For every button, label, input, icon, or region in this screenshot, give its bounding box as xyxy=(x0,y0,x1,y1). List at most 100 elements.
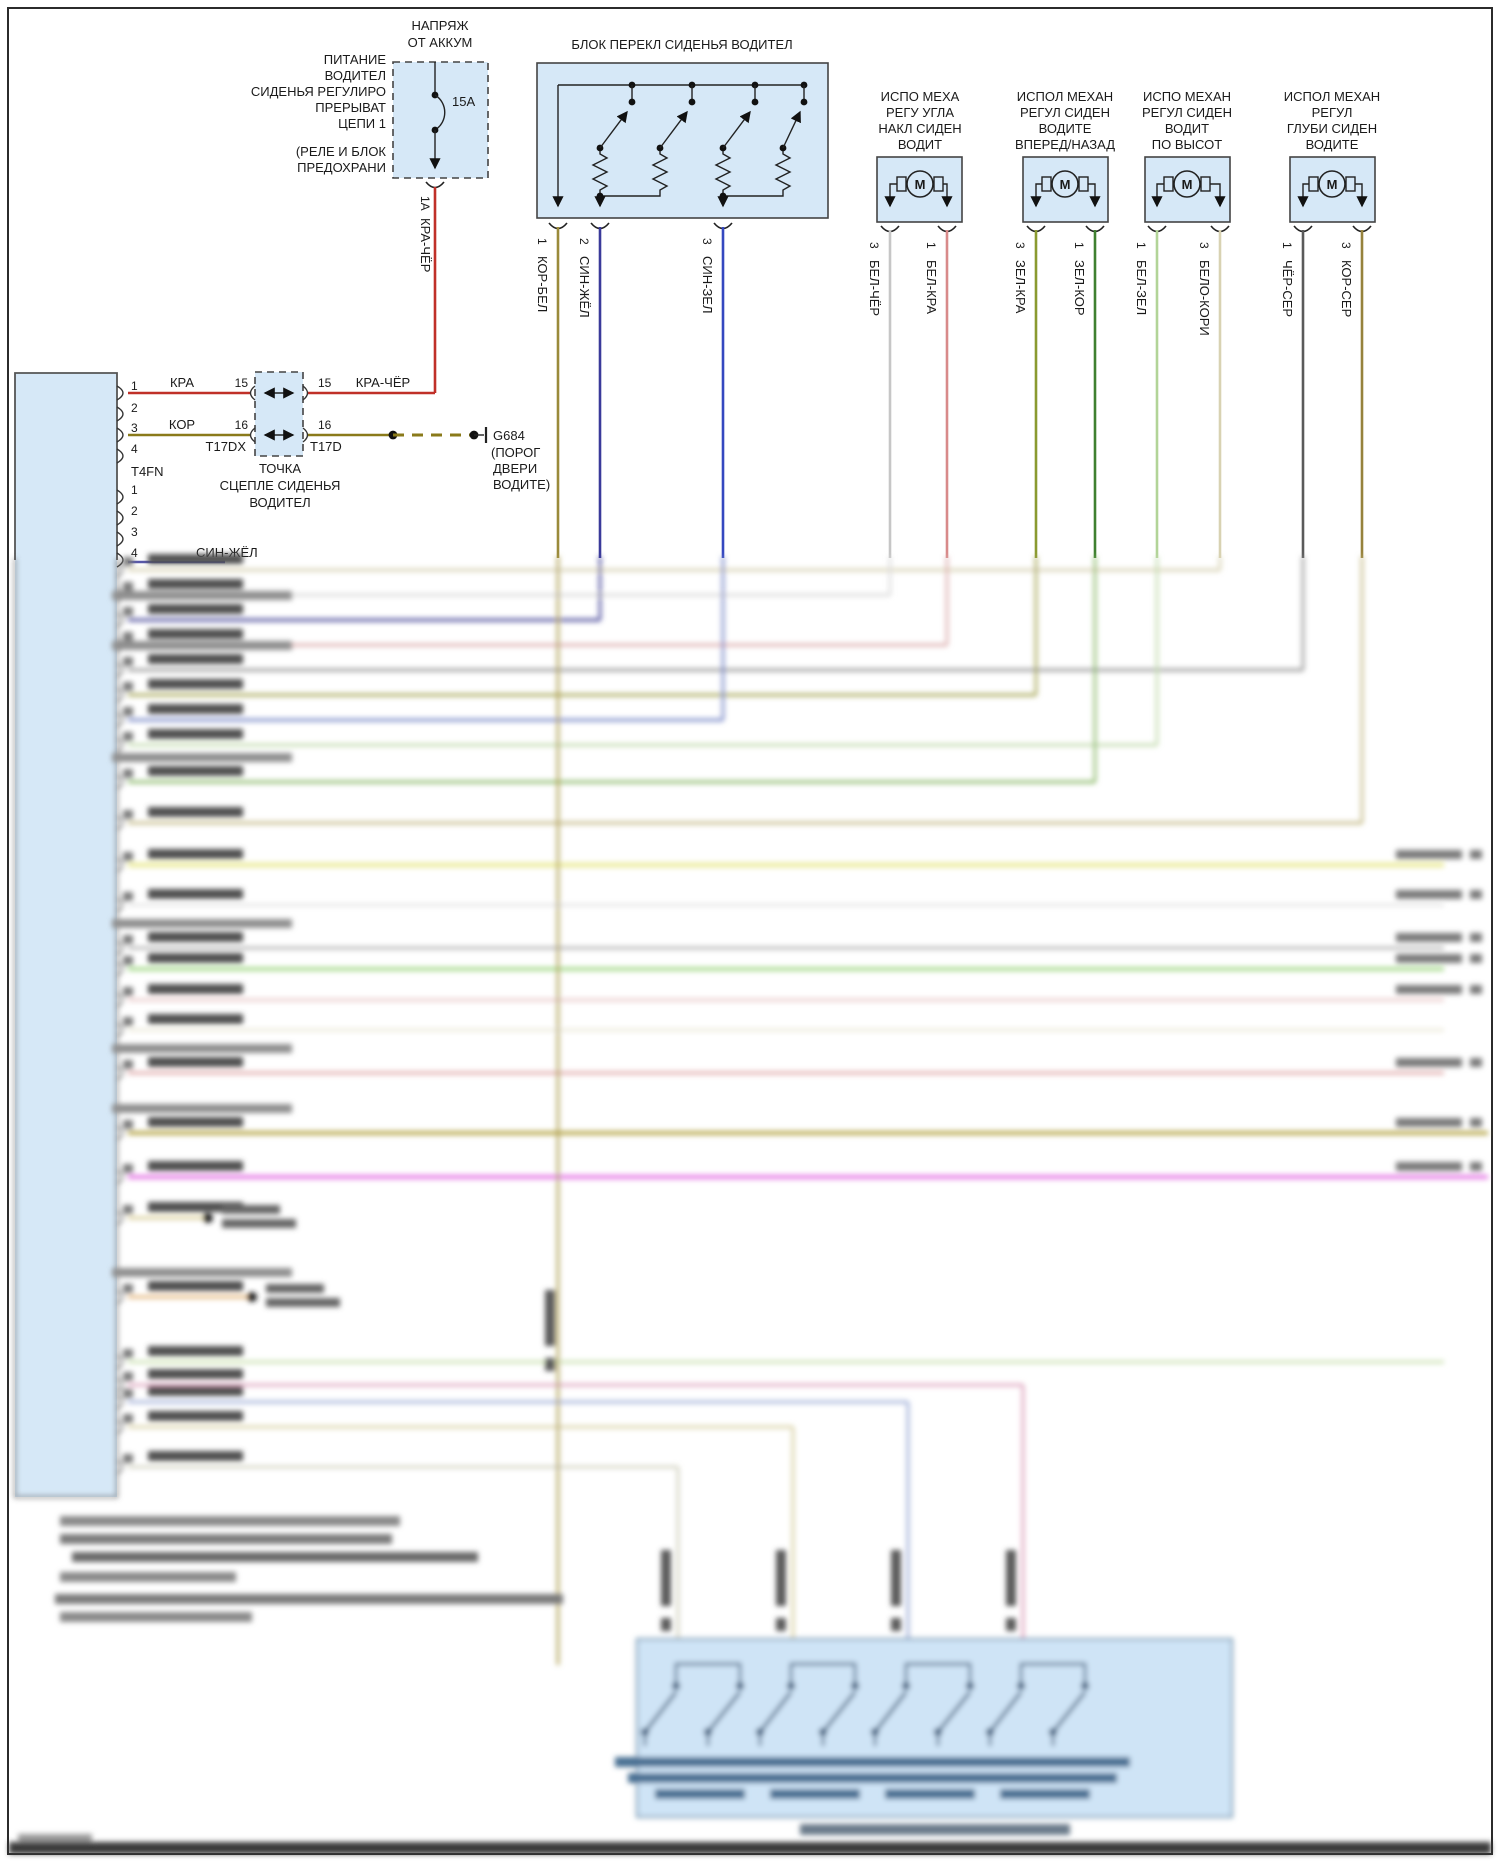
wire-label-smudge xyxy=(1396,1058,1462,1067)
resistor xyxy=(591,151,609,193)
motor1-right-pin: 1 xyxy=(924,242,938,249)
pin-number-smudge xyxy=(1470,985,1482,994)
wire-label-smudge xyxy=(1396,1118,1462,1127)
wire-label-smudge xyxy=(148,729,243,739)
pin-stub xyxy=(116,1065,124,1081)
pin-stub xyxy=(116,857,124,873)
motor3-left-pin: 1 xyxy=(1134,242,1148,249)
splice-dot xyxy=(247,1292,257,1302)
pin-stub xyxy=(116,815,124,831)
fuse-left-label: СИДЕНЬЯ РЕГУЛИРО xyxy=(251,84,386,99)
pin-number-smudge xyxy=(123,852,133,861)
pin-stub xyxy=(116,1169,124,1185)
motor4-title: ИСПОЛ МЕХАН xyxy=(1284,89,1380,104)
vertical-pin-smudge xyxy=(661,1618,671,1631)
motor-icon xyxy=(906,170,934,198)
wire-label-smudge xyxy=(148,849,243,859)
wire-label-smudge xyxy=(148,654,243,664)
wire-label-smudge xyxy=(148,807,243,817)
pin-number: 3 xyxy=(131,421,138,435)
switch-arm xyxy=(758,1691,793,1733)
pin-number-smudge xyxy=(123,657,133,666)
motor1-left-pin: 3 xyxy=(867,242,881,249)
pin-number: 1 xyxy=(131,379,138,393)
splice-label-smudge xyxy=(222,1205,280,1214)
motor2-title: ВПЕРЕД/НАЗАД xyxy=(1015,137,1115,152)
splice-dot xyxy=(203,1213,213,1223)
splice-label-smudge xyxy=(222,1219,296,1228)
pin-number: 4 xyxy=(131,546,138,560)
pin-number-smudge xyxy=(123,1349,133,1358)
motor2-title: ИСПОЛ МЕХАН xyxy=(1017,89,1113,104)
pin-stub xyxy=(116,1459,124,1475)
wire-label-bel-zel: БЕЛ-ЗЕЛ xyxy=(1134,260,1149,315)
fuse-rating: 15A xyxy=(452,94,475,109)
switch-arm xyxy=(936,1691,972,1733)
section-label-smudge xyxy=(112,919,292,928)
wire-label-kor-bel: КОР-БЕЛ xyxy=(535,256,550,312)
pin-stub xyxy=(116,687,124,703)
pin-number-smudge xyxy=(123,707,133,716)
fuse-left-label: (РЕЛЕ И БЛОК xyxy=(296,144,387,159)
section-label-smudge xyxy=(112,641,292,650)
wire-label-kra: КРА xyxy=(170,375,194,390)
vertical-pin-smudge xyxy=(1006,1618,1016,1631)
wire-label-smudge xyxy=(1396,933,1462,942)
ground-label: ДВЕРИ xyxy=(493,461,537,476)
vertical-pin-smudge xyxy=(545,1358,555,1371)
pin-stub xyxy=(116,1377,124,1393)
motor-fore-aft: ИСПОЛ МЕХАН РЕГУЛ СИДЕН ВОДИТЕ ВПЕРЕД/НА… xyxy=(1013,89,1115,558)
motor-icon xyxy=(1051,170,1079,198)
ground-label: (ПОРОГ xyxy=(491,445,540,460)
wire-label-bel-kra: БЕЛ-КРА xyxy=(924,260,939,314)
pin-stub xyxy=(116,737,124,753)
wire-label-belo-kori: БЕЛО-КОРИ xyxy=(1197,260,1212,336)
motor2-title: РЕГУЛ СИДЕН xyxy=(1020,105,1110,120)
fuse-left-label: ЦЕПИ 1 xyxy=(338,116,386,131)
switch-bracket xyxy=(674,1662,742,1686)
switch-out1-pin: 1 xyxy=(535,238,549,245)
ground-id: G684 xyxy=(493,428,525,443)
pin-number-smudge xyxy=(123,732,133,741)
pin-stub xyxy=(116,662,124,678)
pin-stub xyxy=(116,897,124,913)
vertical-label-smudge xyxy=(891,1550,901,1606)
pin-number-smudge xyxy=(123,1414,133,1423)
switch-block-outline xyxy=(536,62,829,219)
vertical-pin-smudge xyxy=(776,1618,786,1631)
junction-tag-left: T17DX xyxy=(206,439,247,454)
pin-stub xyxy=(116,712,124,728)
pin-number-smudge xyxy=(123,1164,133,1173)
fuse-title: НАПРЯЖ xyxy=(411,18,468,33)
switch-label-smudge xyxy=(1000,1789,1090,1799)
wire-label-smudge xyxy=(148,1117,243,1127)
motor3-title: ПО ВЫСОТ xyxy=(1152,137,1222,152)
wire-label-smudge xyxy=(148,1014,243,1024)
wire-label-kra-cher-h: КРА-ЧЁР xyxy=(356,375,410,390)
left-connector-outline-blur xyxy=(14,558,118,1498)
switch-out3-pin: 3 xyxy=(700,238,714,245)
pin-stub xyxy=(116,1354,124,1370)
switch-out2-pin: 2 xyxy=(577,238,591,245)
motor3-right-pin: 3 xyxy=(1197,242,1211,249)
junction-label: ТОЧКА xyxy=(259,461,301,476)
wire-label-smudge xyxy=(148,766,243,776)
wire-label-smudge xyxy=(1396,890,1462,899)
vertical-label-smudge xyxy=(1006,1550,1016,1606)
pin-number-smudge xyxy=(1470,850,1482,859)
motor-letter: M xyxy=(915,177,926,192)
pin-number-smudge xyxy=(1470,1058,1482,1067)
resistor xyxy=(714,151,732,193)
pin-stub xyxy=(116,992,124,1008)
motor3-title: ВОДИТ xyxy=(1165,121,1209,136)
pin-number-smudge xyxy=(123,557,133,566)
junction-tag-right: T17D xyxy=(310,439,342,454)
switch-units xyxy=(591,110,801,208)
pin-number-smudge xyxy=(123,607,133,616)
pin-stub xyxy=(116,1125,124,1141)
switch-arm xyxy=(988,1691,1023,1733)
switch-bracket xyxy=(1019,1662,1087,1686)
motor4-title: ГЛУБИ СИДЕН xyxy=(1287,121,1377,136)
splice-label-smudge xyxy=(266,1298,340,1307)
